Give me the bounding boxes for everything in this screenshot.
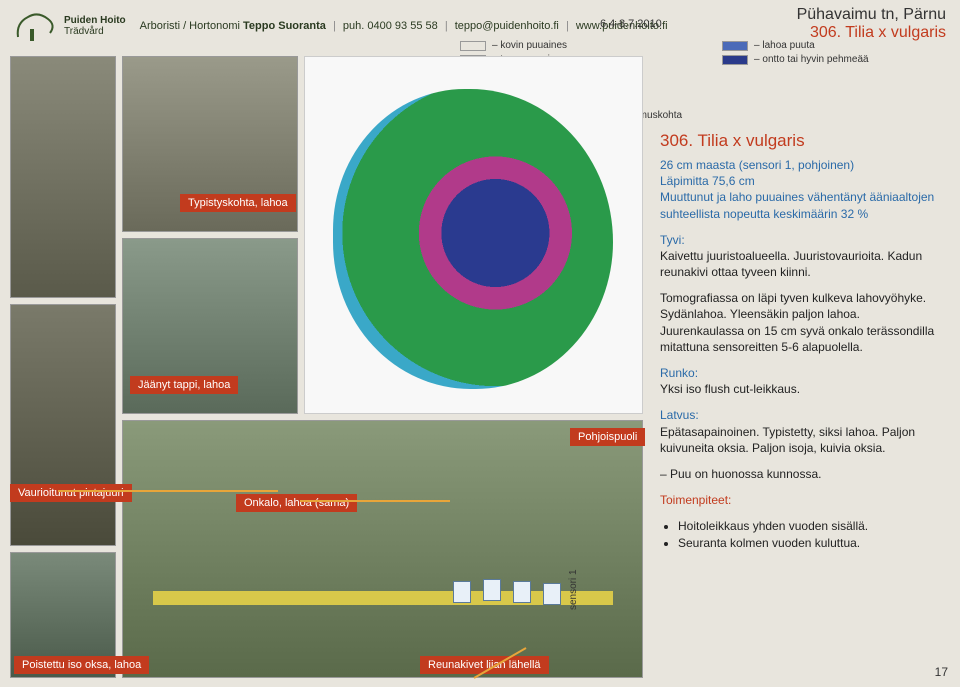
brand-line1: Puiden Hoito (64, 15, 126, 26)
label-vaurio: Vaurioitunut pintajuuri (10, 484, 132, 502)
page-number: 17 (935, 665, 948, 679)
label-poistettu: Poistettu iso oksa, lahoa (14, 656, 149, 674)
actions-list: Hoitoleikkaus yhden vuoden sisällä. Seur… (660, 518, 940, 550)
contact-line: Arboristi / Hortonomi Teppo Suoranta | p… (140, 20, 668, 32)
intro-block: 26 cm maasta (sensori 1, pohjoinen) Läpi… (660, 157, 940, 222)
sensor-icon (543, 583, 561, 605)
tomography-blob (333, 89, 613, 389)
date: 6.4-8.7.2010 (600, 18, 662, 30)
runko-text: Yksi iso flush cut-leikkaus. (660, 382, 800, 396)
actions-label: Toimenpiteet: (660, 493, 731, 507)
intro-l2: Läpimitta 75,6 cm (660, 174, 755, 188)
legend-col-2: – lahoa puuta – ontto tai hyvin pehmeää (722, 40, 869, 121)
tree-icon (10, 9, 58, 43)
label-tappi: Jäänyt tappi, lahoa (130, 376, 238, 394)
phone: 0400 93 55 58 (367, 20, 437, 32)
swatch (722, 41, 748, 51)
intro-l3: Muuttunut ja laho puuaines vähentänyt ää… (660, 190, 934, 220)
tomography-chart (304, 56, 643, 414)
tyvi-label: Tyvi: (660, 233, 685, 247)
swatch (722, 55, 748, 65)
photo-main-base (122, 420, 643, 678)
latvus-label: Latvus: (660, 408, 699, 422)
info-sidebar: 306. Tilia x vulgaris 26 cm maasta (sens… (660, 130, 946, 673)
logo: Puiden Hoito Trädvård (10, 9, 126, 43)
title-block: Pühavaimu tn, Pärnu 306. Tilia x vulgari… (797, 6, 946, 42)
sensor-icon (453, 581, 471, 603)
email: teppo@puidenhoito.fi (455, 20, 559, 32)
role: Arboristi / Hortonomi (140, 20, 240, 32)
sensor-icon (513, 581, 531, 603)
swatch (460, 41, 486, 51)
pointer-line (58, 490, 278, 492)
tyvi-block: Tyvi: Kaivettu juuristoalueella. Juurist… (660, 232, 940, 281)
runko-block: Runko: Yksi iso flush cut-leikkaus. (660, 365, 940, 397)
tomo-text: Tomografiassa on läpi tyven kulkeva laho… (660, 290, 940, 355)
latvus-text: Epätasapainoinen. Typistetty, siksi laho… (660, 425, 915, 455)
author-name: Teppo Suoranta (243, 20, 326, 32)
latvus-block: Latvus: Epätasapainoinen. Typistetty, si… (660, 407, 940, 456)
legend-text: – ontto tai hyvin pehmeää (754, 54, 869, 65)
photo-trunk-upper (10, 56, 116, 298)
legend-text: – lahoa puuta (754, 40, 815, 51)
label-onkalo: Onkalo, lahoa (sama) (236, 494, 357, 512)
location: Pühavaimu tn, Pärnu (797, 6, 946, 24)
phone-label: puh. (343, 20, 364, 32)
brand-line2: Trädvård (64, 26, 126, 37)
tyvi-text: Kaivettu juuristoalueella. Juuristovauri… (660, 249, 922, 279)
condition: – Puu on huonossa kunnossa. (660, 466, 940, 482)
action-item: Seuranta kolmen vuoden kuluttua. (678, 535, 940, 551)
pointer-line (300, 500, 450, 502)
photo-trunk-mid (10, 304, 116, 546)
sidebar-title: 306. Tilia x vulgaris (660, 130, 940, 153)
action-item: Hoitoleikkaus yhden vuoden sisällä. (678, 518, 940, 534)
legend-text: – kovin puuaines (492, 40, 567, 51)
intro-l1: 26 cm maasta (sensori 1, pohjoinen) (660, 158, 854, 172)
label-pohjois: Pohjoispuoli (570, 428, 645, 446)
actions-block: Toimenpiteet: (660, 492, 940, 508)
label-sensori1: sensori 1 (568, 569, 579, 610)
runko-label: Runko: (660, 366, 698, 380)
brand-text: Puiden Hoito Trädvård (64, 15, 126, 37)
sensor-icon (483, 579, 501, 601)
label-typistys: Typistyskohta, lahoa (180, 194, 296, 212)
